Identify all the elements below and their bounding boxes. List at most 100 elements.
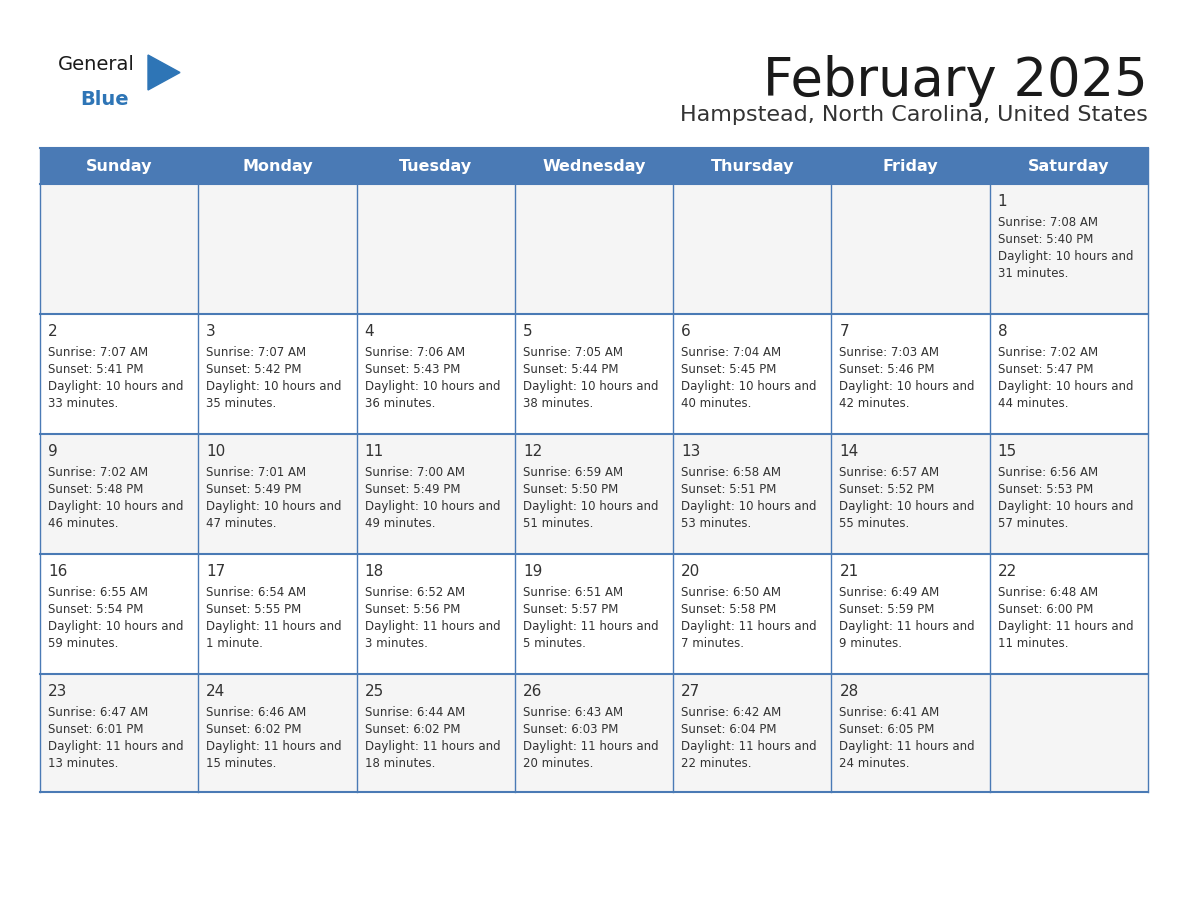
Text: Sunset: 5:46 PM: Sunset: 5:46 PM [840,363,935,376]
Text: Sunrise: 6:43 AM: Sunrise: 6:43 AM [523,706,623,719]
Text: Sunrise: 7:02 AM: Sunrise: 7:02 AM [48,466,148,479]
Text: Sunset: 5:41 PM: Sunset: 5:41 PM [48,363,144,376]
Text: Daylight: 11 hours and: Daylight: 11 hours and [998,620,1133,633]
Text: 3 minutes.: 3 minutes. [365,637,428,650]
Text: Daylight: 10 hours and: Daylight: 10 hours and [840,380,975,393]
Text: Sunrise: 6:58 AM: Sunrise: 6:58 AM [681,466,782,479]
Text: Sunrise: 6:51 AM: Sunrise: 6:51 AM [523,586,623,599]
Text: Sunrise: 6:56 AM: Sunrise: 6:56 AM [998,466,1098,479]
Text: 25: 25 [365,684,384,699]
Text: 17: 17 [207,564,226,579]
Text: Daylight: 11 hours and: Daylight: 11 hours and [207,620,342,633]
Text: 13 minutes.: 13 minutes. [48,757,119,770]
Text: Friday: Friday [883,159,939,174]
Text: Daylight: 11 hours and: Daylight: 11 hours and [207,740,342,753]
Text: 36 minutes.: 36 minutes. [365,397,435,410]
Text: 20 minutes.: 20 minutes. [523,757,593,770]
Text: Sunset: 5:55 PM: Sunset: 5:55 PM [207,603,302,616]
Text: Sunset: 6:03 PM: Sunset: 6:03 PM [523,723,618,736]
Bar [40,554,1148,674]
Bar [40,434,1148,554]
Text: 53 minutes.: 53 minutes. [681,517,751,530]
Text: Blue: Blue [80,90,128,109]
Text: 26: 26 [523,684,542,699]
Text: Sunset: 6:01 PM: Sunset: 6:01 PM [48,723,144,736]
Text: Sunrise: 6:46 AM: Sunrise: 6:46 AM [207,706,307,719]
Text: Sunset: 5:45 PM: Sunset: 5:45 PM [681,363,777,376]
Text: 42 minutes.: 42 minutes. [840,397,910,410]
Text: 51 minutes.: 51 minutes. [523,517,593,530]
Text: Daylight: 10 hours and: Daylight: 10 hours and [207,380,342,393]
Text: 13: 13 [681,444,701,459]
Text: Daylight: 10 hours and: Daylight: 10 hours and [48,500,183,513]
Text: 55 minutes.: 55 minutes. [840,517,910,530]
Text: 6: 6 [681,324,691,339]
Text: General: General [58,55,135,74]
Text: 27: 27 [681,684,701,699]
Text: Daylight: 11 hours and: Daylight: 11 hours and [365,740,500,753]
Text: Sunset: 5:49 PM: Sunset: 5:49 PM [207,483,302,496]
Text: 20: 20 [681,564,701,579]
Text: February 2025: February 2025 [763,55,1148,107]
Text: 24: 24 [207,684,226,699]
Text: Daylight: 10 hours and: Daylight: 10 hours and [998,500,1133,513]
Text: 15: 15 [998,444,1017,459]
Text: Sunrise: 6:59 AM: Sunrise: 6:59 AM [523,466,623,479]
Text: 9: 9 [48,444,58,459]
Text: Sunset: 5:49 PM: Sunset: 5:49 PM [365,483,460,496]
Text: Daylight: 11 hours and: Daylight: 11 hours and [681,620,817,633]
Text: Sunset: 5:50 PM: Sunset: 5:50 PM [523,483,618,496]
Text: Daylight: 10 hours and: Daylight: 10 hours and [523,380,658,393]
Text: Daylight: 10 hours and: Daylight: 10 hours and [207,500,342,513]
Text: Daylight: 10 hours and: Daylight: 10 hours and [998,380,1133,393]
Text: Sunrise: 7:00 AM: Sunrise: 7:00 AM [365,466,465,479]
Text: 35 minutes.: 35 minutes. [207,397,277,410]
Text: Sunrise: 7:02 AM: Sunrise: 7:02 AM [998,346,1098,359]
Text: Daylight: 10 hours and: Daylight: 10 hours and [523,500,658,513]
Text: 22 minutes.: 22 minutes. [681,757,752,770]
Text: Sunset: 5:48 PM: Sunset: 5:48 PM [48,483,144,496]
Text: Sunrise: 7:06 AM: Sunrise: 7:06 AM [365,346,465,359]
Text: 3: 3 [207,324,216,339]
Text: Sunday: Sunday [86,159,152,174]
Text: Daylight: 11 hours and: Daylight: 11 hours and [840,740,975,753]
Text: Daylight: 11 hours and: Daylight: 11 hours and [365,620,500,633]
Text: Tuesday: Tuesday [399,159,473,174]
Text: Daylight: 11 hours and: Daylight: 11 hours and [840,620,975,633]
Text: Sunrise: 7:05 AM: Sunrise: 7:05 AM [523,346,623,359]
Text: 44 minutes.: 44 minutes. [998,397,1068,410]
Text: Sunrise: 6:50 AM: Sunrise: 6:50 AM [681,586,782,599]
Text: Hampstead, North Carolina, United States: Hampstead, North Carolina, United States [680,105,1148,125]
Text: Sunset: 5:58 PM: Sunset: 5:58 PM [681,603,777,616]
Text: 11 minutes.: 11 minutes. [998,637,1068,650]
Text: 1: 1 [998,194,1007,209]
Bar [40,674,1148,792]
Bar [40,148,1148,184]
Text: Daylight: 10 hours and: Daylight: 10 hours and [681,500,816,513]
Text: 16: 16 [48,564,68,579]
Text: 47 minutes.: 47 minutes. [207,517,277,530]
Text: Daylight: 11 hours and: Daylight: 11 hours and [681,740,817,753]
Text: Sunrise: 6:47 AM: Sunrise: 6:47 AM [48,706,148,719]
Text: Daylight: 10 hours and: Daylight: 10 hours and [48,620,183,633]
Text: 18 minutes.: 18 minutes. [365,757,435,770]
Text: 9 minutes.: 9 minutes. [840,637,903,650]
Text: Sunset: 5:52 PM: Sunset: 5:52 PM [840,483,935,496]
Text: 12: 12 [523,444,542,459]
Text: Daylight: 10 hours and: Daylight: 10 hours and [365,380,500,393]
Text: 57 minutes.: 57 minutes. [998,517,1068,530]
Polygon shape [148,55,181,90]
Text: Sunset: 6:02 PM: Sunset: 6:02 PM [207,723,302,736]
Text: Daylight: 10 hours and: Daylight: 10 hours and [840,500,975,513]
Text: 15 minutes.: 15 minutes. [207,757,277,770]
Text: 40 minutes.: 40 minutes. [681,397,752,410]
Text: Sunset: 5:47 PM: Sunset: 5:47 PM [998,363,1093,376]
Text: 19: 19 [523,564,542,579]
Text: Sunrise: 6:42 AM: Sunrise: 6:42 AM [681,706,782,719]
Text: Sunset: 6:00 PM: Sunset: 6:00 PM [998,603,1093,616]
Text: Saturday: Saturday [1028,159,1110,174]
Text: Sunset: 6:04 PM: Sunset: 6:04 PM [681,723,777,736]
Text: Sunrise: 7:04 AM: Sunrise: 7:04 AM [681,346,782,359]
Text: Daylight: 11 hours and: Daylight: 11 hours and [523,620,658,633]
Text: Sunrise: 6:54 AM: Sunrise: 6:54 AM [207,586,307,599]
